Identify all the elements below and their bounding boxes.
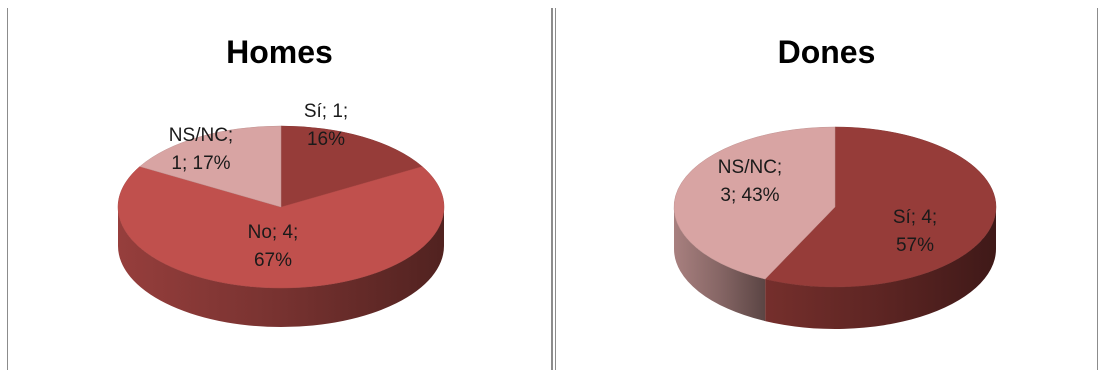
chart-panel-homes: Homes Sí; 1; 16% No; 4; 67% NS/NC; 1; 17% <box>7 8 552 370</box>
chart-title-dones: Dones <box>777 34 876 70</box>
page-header <box>0 0 1103 8</box>
chart-title-homes: Homes <box>226 34 333 70</box>
pie-side-dones <box>674 207 996 330</box>
pie-slice-homes-ns-nc <box>139 125 282 208</box>
pie-top-dones <box>673 126 997 288</box>
pie-chart-dones: Sí; 4; 57% NS/NC; 3; 43% <box>673 126 997 330</box>
pie-slice-dones-s <box>764 126 997 288</box>
pie-slice-homes-s <box>280 125 423 208</box>
data-label-homes-ns-nc: NS/NC; 1; 17% <box>169 125 233 174</box>
pie-chart-homes: Sí; 1; 16% No; 4; 67% NS/NC; 1; 17% <box>117 101 445 327</box>
data-label-dones-ns-nc: NS/NC; 3; 43% <box>718 157 782 206</box>
pie-side-homes-no <box>118 207 444 327</box>
pie-slice-dones-ns-nc <box>673 126 836 280</box>
pie-top-homes <box>117 125 445 289</box>
data-label-dones-s: Sí; 4; 57% <box>893 207 937 256</box>
pie-side-dones-s <box>765 207 996 330</box>
pie-side-homes <box>118 207 444 327</box>
data-label-homes-no: No; 4; 67% <box>248 222 299 271</box>
panel-divider <box>552 8 553 370</box>
data-label-homes-s: Sí; 1; 16% <box>304 101 348 150</box>
pie-slice-homes-no <box>117 166 445 289</box>
chart-panel-dones: Dones Sí; 4; 57% NS/NC; 3; 43% <box>555 8 1098 370</box>
pie-side-dones-ns-nc <box>674 207 766 322</box>
